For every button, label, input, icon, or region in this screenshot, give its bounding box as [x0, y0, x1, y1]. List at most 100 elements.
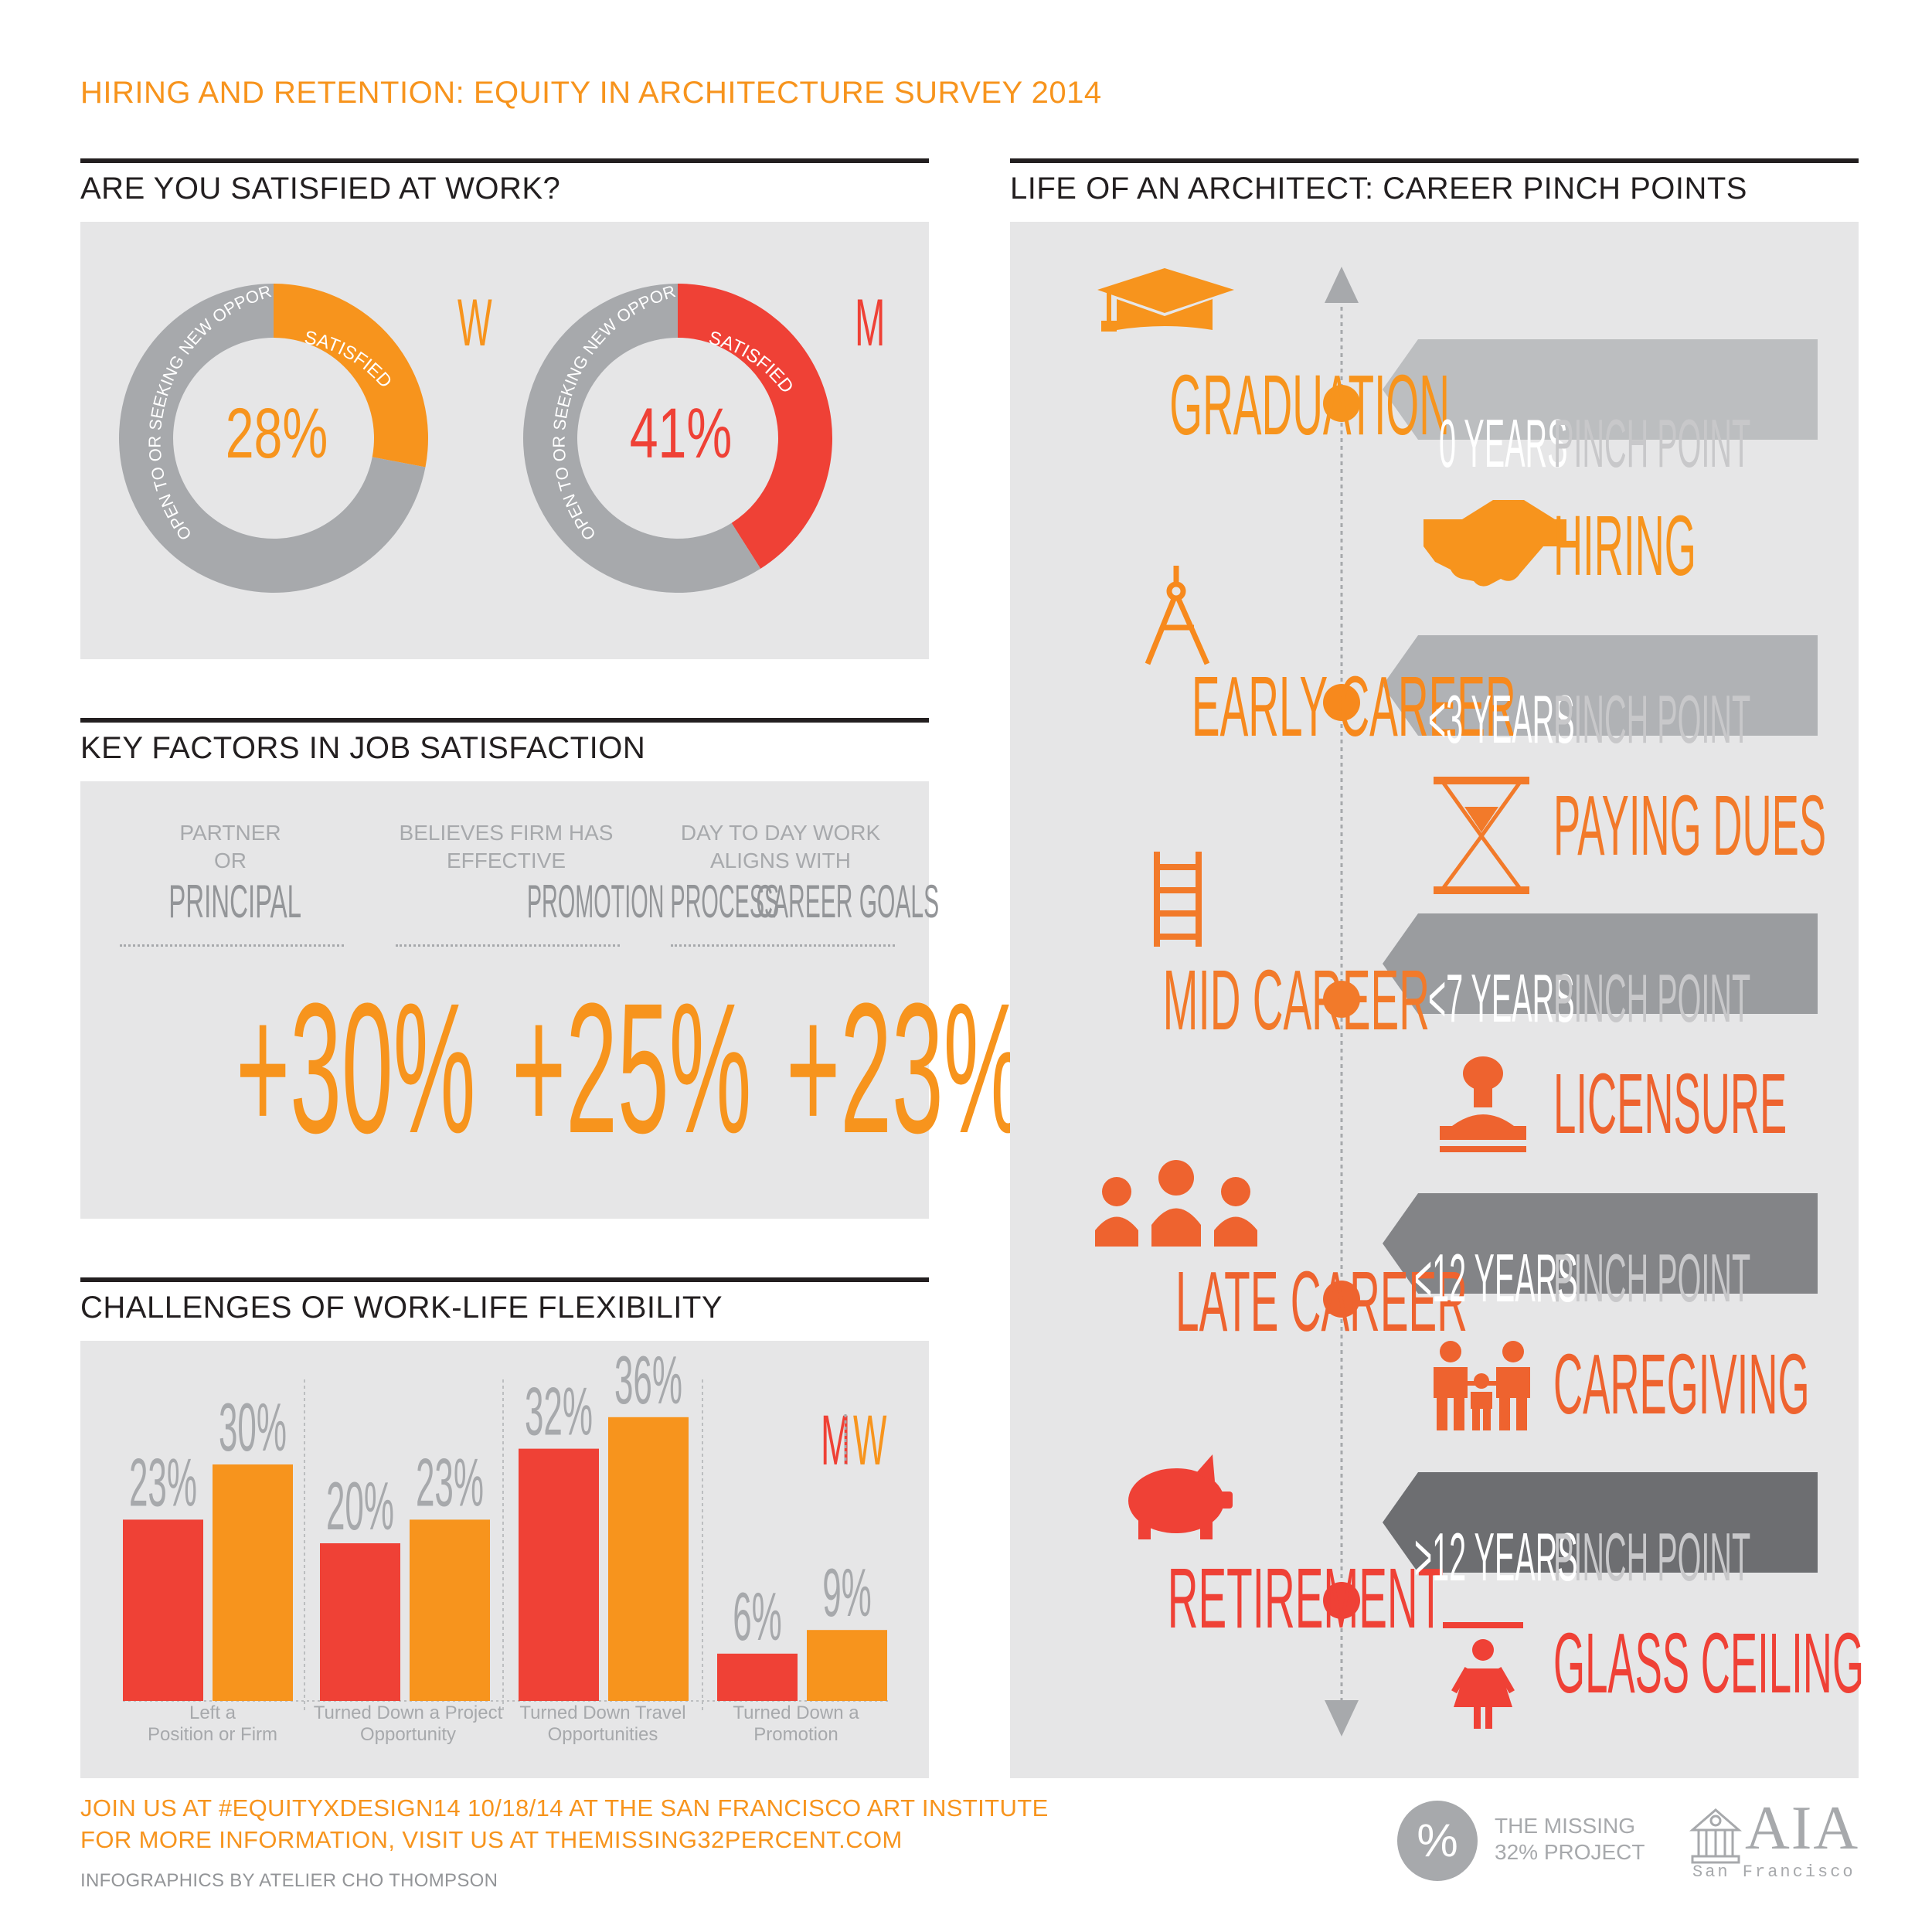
stage-early-career: EARLY CAREER — [1029, 665, 1516, 757]
category-label: Turned Down a Project Opportunity — [313, 1702, 503, 1745]
pinch-years: <12 YEARS — [1414, 1240, 1578, 1316]
pinch-label-hiring: HIRING — [1553, 498, 1696, 594]
key-factor-line2: ALIGNS WITH — [709, 849, 851, 872]
bar-m — [123, 1519, 203, 1701]
divider — [396, 944, 620, 947]
key-factor-emphasis: PROMOTION PROCESS — [526, 876, 780, 927]
pinch-banner — [1383, 913, 1818, 1014]
pinch-banner — [1383, 1193, 1818, 1294]
footer-website-line[interactable]: FOR MORE INFORMATION, VISIT US AT THEMIS… — [80, 1826, 903, 1853]
percent-women: 28% — [226, 393, 328, 472]
timeline-dot — [1323, 981, 1360, 1018]
pinch-banner-4: >12 YEARS — [1414, 1523, 1777, 1600]
bar-chart: M W 23% 20%32%6%30%23%36%9% — [123, 1342, 888, 1712]
pinch-years: >12 YEARS — [1414, 1519, 1578, 1595]
pinch-banner — [1383, 339, 1818, 440]
footer-event-line: JOIN US AT #EQUITYXDESIGN14 10/18/14 AT … — [80, 1794, 1049, 1821]
footer-credit: INFOGRAPHICS BY ATELIER CHO THOMPSON — [80, 1870, 498, 1891]
category-label: Left a Position or Firm — [147, 1702, 278, 1745]
ladder-icon — [1154, 852, 1202, 947]
handshake-icon — [1423, 500, 1566, 587]
key-factors-panel — [80, 781, 929, 1219]
section-rule — [80, 158, 929, 163]
pinch-word: PINCH POINT — [1553, 960, 1751, 1036]
pinch-banner-3: <12 YEARS — [1414, 1244, 1777, 1321]
bar-value-label: 23% — [129, 1444, 197, 1521]
aia-emblem-icon — [1689, 1808, 1743, 1864]
pinch-years: <7 YEARS — [1428, 960, 1575, 1036]
legend-letter-women: W — [457, 285, 492, 360]
bar-m — [320, 1543, 400, 1701]
donut-slice-satisfied — [274, 284, 428, 468]
timeline-dot — [1323, 385, 1360, 422]
graduation-cap-icon — [1097, 268, 1234, 332]
bars-group: 23% 20% 32% 6% 30% 23% 36% 9% — [123, 1342, 887, 1701]
bar-value-label: 36% — [614, 1342, 682, 1418]
key-factor-line1: BELIEVES FIRM HAS — [399, 821, 614, 845]
family-icon — [1434, 1341, 1530, 1430]
arrow-up-icon — [1325, 267, 1359, 303]
bar-w — [807, 1630, 887, 1701]
key-factor-emphasis: CAREER GOALS — [756, 876, 940, 927]
timeline-dot — [1323, 1281, 1360, 1318]
key-factor-value: +23% — [786, 964, 1026, 1172]
pinch-label-paying-dues: PAYING DUES — [1553, 778, 1827, 873]
stage-label: LATE CAREER — [1175, 1254, 1468, 1349]
key-factors-heading: KEY FACTORS IN JOB SATISFACTION — [80, 731, 646, 765]
aia-logo-text: AIA — [1745, 1794, 1860, 1862]
stage-label: EARLY CAREER — [1191, 659, 1516, 754]
pinch-years: <3 YEARS — [1428, 681, 1575, 757]
satisfaction-heading: ARE YOU SATISFIED AT WORK? — [80, 172, 561, 206]
percent-men: 41% — [630, 393, 733, 472]
bar-w — [410, 1519, 490, 1701]
stage-label: GRADUATION — [1169, 358, 1450, 453]
compass-icon — [1145, 566, 1210, 665]
page-title: HIRING AND RETENTION: EQUITY IN ARCHITEC… — [80, 76, 1102, 110]
key-factor-career-goals: DAY TO DAY WORK ALIGNS WITH CAREER GOALS — [665, 819, 939, 927]
pinch-word: PINCH POINT — [1553, 405, 1751, 481]
pinch-banner — [1383, 635, 1818, 736]
career-timeline — [1095, 267, 1818, 1736]
key-factor-value: +30% — [236, 964, 476, 1172]
bar-value-label: 20% — [326, 1468, 394, 1544]
divider — [120, 944, 344, 947]
key-factor-emphasis: PRINCIPAL — [168, 876, 302, 927]
pinch-banner-1: <3 YEARS — [1428, 685, 1754, 763]
key-factor-line2: EFFECTIVE — [446, 849, 566, 872]
bar-value-label: 23% — [416, 1444, 484, 1521]
pinch-word: PINCH POINT — [1553, 1240, 1751, 1316]
section-rule — [1010, 158, 1859, 163]
key-factor-line2: OR — [214, 849, 247, 872]
donut-slice-open — [119, 284, 426, 593]
people-icon — [1095, 1160, 1257, 1247]
career-heading: LIFE OF AN ARCHITECT: CAREER PINCH POINT… — [1010, 172, 1747, 206]
timeline-dot — [1323, 1582, 1360, 1619]
aia-logo-subtitle: San Francisco — [1692, 1862, 1855, 1882]
stage-late-career: LATE CAREER — [1029, 1260, 1468, 1352]
key-factor-value: +25% — [512, 964, 752, 1172]
hourglass-icon — [1434, 777, 1529, 894]
bar-value-label: 30% — [219, 1389, 287, 1465]
bar-value-label: 6% — [733, 1578, 782, 1655]
key-factor-partner: PARTNER OR PRINCIPAL — [114, 819, 346, 927]
pinch-word: PINCH POINT — [1553, 681, 1751, 757]
bar-m — [519, 1448, 599, 1701]
section-rule — [80, 1277, 929, 1282]
divider — [671, 944, 895, 947]
pinch-banner-2: <7 YEARS — [1428, 964, 1754, 1042]
pinch-banner-0: 0 YEARS — [1439, 410, 1725, 487]
stage-mid-career: MID CAREER — [1029, 958, 1430, 1051]
donut-slice-open — [522, 284, 761, 593]
stage-label: MID CAREER — [1162, 953, 1430, 1048]
piggy-bank-icon — [1128, 1454, 1233, 1539]
stage-graduation: GRADUATION — [1029, 363, 1450, 456]
bar-value-label: 9% — [822, 1555, 872, 1631]
missing-32-logo-icon: % — [1397, 1801, 1478, 1881]
donut-chart-men — [522, 284, 832, 593]
pinch-banner — [1383, 1472, 1818, 1573]
donut-slice-satisfied — [678, 284, 832, 569]
pinch-word: PINCH POINT — [1553, 1519, 1751, 1595]
satisfaction-panel: 28% 41% W M SATISFIED OPEN TO OR SEEKING… — [74, 206, 929, 659]
category-label: Turned Down Travel Opportunities — [519, 1702, 686, 1745]
stamp-icon — [1440, 1056, 1526, 1152]
